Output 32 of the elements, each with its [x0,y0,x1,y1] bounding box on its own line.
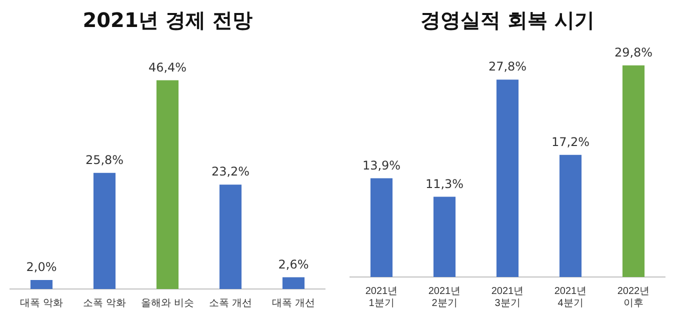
data-label: 27,8% [488,60,527,74]
data-label: 29,8% [614,46,653,60]
data-label: 17,2% [551,135,590,150]
chart-title: 경영실적 회복 시기 [420,8,594,32]
bar [622,65,645,277]
x-tick-label: 올해와 비슷 [141,298,194,309]
data-label: 2,6% [278,257,309,272]
bar [433,196,456,277]
bar [93,172,116,289]
bar [370,178,393,277]
x-tick-label: 2021년 3분기 [491,286,524,309]
x-tick-label: 대폭 악화 [20,298,63,309]
data-label: 25,8% [85,153,124,168]
x-tick-label: 2021년 2분기 [428,286,461,309]
data-label: 2,0% [26,260,57,274]
x-tick-label: 대폭 개선 [272,298,315,309]
x-tick-label: 2021년 4분기 [554,286,587,309]
data-label: 23,2% [211,164,250,179]
x-tick-label: 소폭 악화 [83,298,126,309]
data-label: 11,3% [425,176,464,191]
bar [219,184,242,289]
data-label: 13,9% [362,158,401,172]
data-label: 46,4% [148,60,187,74]
x-tick-label: 소폭 개선 [209,298,252,309]
bar [156,80,179,289]
bar [282,277,305,289]
bar [559,154,582,277]
bar [496,80,519,277]
chart-title: 2021년 경제 전망 [82,8,252,32]
x-tick-label: 2021년 1분기 [365,286,398,309]
bar [30,280,53,289]
x-tick-label: 2022년 이후 [617,286,650,309]
